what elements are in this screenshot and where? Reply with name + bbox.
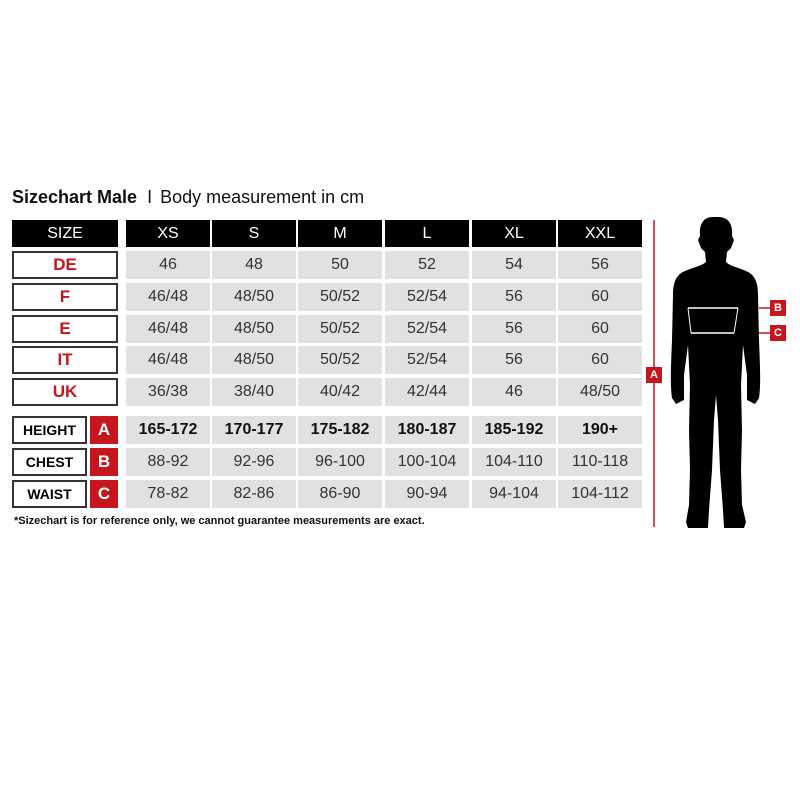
table-cell: 180-187 xyxy=(385,416,469,444)
header-size-label: SIZE xyxy=(12,220,118,247)
chart-title: Sizechart Male I Body measurement in cm xyxy=(12,187,364,208)
row-label-f: F xyxy=(12,283,118,311)
table-cell: 40/42 xyxy=(298,378,382,406)
table-cell: 54 xyxy=(472,251,556,279)
table-cell: 110-118 xyxy=(558,448,642,476)
table-cell: 104-112 xyxy=(558,480,642,508)
table-cell: 48/50 xyxy=(212,346,296,374)
header-size-xxl: XXL xyxy=(558,220,642,247)
marker-a: A xyxy=(646,367,662,383)
badge-c: C xyxy=(90,480,118,508)
table-cell: 100-104 xyxy=(385,448,469,476)
table-cell: 52 xyxy=(385,251,469,279)
table-cell: 50/52 xyxy=(298,346,382,374)
table-cell: 96-100 xyxy=(298,448,382,476)
row-label-waist: WAIST xyxy=(12,480,87,508)
marker-c: C xyxy=(770,325,786,341)
body-silhouette-icon xyxy=(670,217,761,528)
row-label-height: HEIGHT xyxy=(12,416,87,444)
table-cell: 50 xyxy=(298,251,382,279)
table-cell: 88-92 xyxy=(126,448,210,476)
table-cell: 94-104 xyxy=(472,480,556,508)
table-cell: 48 xyxy=(212,251,296,279)
table-cell: 48/50 xyxy=(212,315,296,343)
table-cell: 60 xyxy=(558,283,642,311)
table-cell: 56 xyxy=(472,283,556,311)
header-size-m: M xyxy=(298,220,382,247)
header-size-xl: XL xyxy=(472,220,556,247)
table-cell: 36/38 xyxy=(126,378,210,406)
table-cell: 46/48 xyxy=(126,315,210,343)
table-cell: 60 xyxy=(558,315,642,343)
header-size-l: L xyxy=(385,220,469,247)
table-cell: 42/44 xyxy=(385,378,469,406)
title-main: Sizechart Male xyxy=(12,187,138,207)
table-cell: 56 xyxy=(558,251,642,279)
table-cell: 104-110 xyxy=(472,448,556,476)
table-cell: 56 xyxy=(472,315,556,343)
table-cell: 170-177 xyxy=(212,416,296,444)
table-cell: 46 xyxy=(472,378,556,406)
row-label-it: IT xyxy=(12,346,118,374)
table-cell: 190+ xyxy=(558,416,642,444)
table-cell: 52/54 xyxy=(385,315,469,343)
badge-b: B xyxy=(90,448,118,476)
table-cell: 48/50 xyxy=(558,378,642,406)
table-cell: 78-82 xyxy=(126,480,210,508)
badge-a: A xyxy=(90,416,118,444)
table-cell: 38/40 xyxy=(212,378,296,406)
table-cell: 185-192 xyxy=(472,416,556,444)
table-cell: 46/48 xyxy=(126,283,210,311)
table-cell: 50/52 xyxy=(298,315,382,343)
header-size-xs: XS xyxy=(126,220,210,247)
marker-b: B xyxy=(770,300,786,316)
footnote: *Sizechart is for reference only, we can… xyxy=(14,515,425,527)
table-cell: 165-172 xyxy=(126,416,210,444)
table-cell: 90-94 xyxy=(385,480,469,508)
table-cell: 46/48 xyxy=(126,346,210,374)
table-cell: 52/54 xyxy=(385,283,469,311)
table-cell: 92-96 xyxy=(212,448,296,476)
row-label-e: E xyxy=(12,315,118,343)
table-cell: 175-182 xyxy=(298,416,382,444)
table-cell: 86-90 xyxy=(298,480,382,508)
table-cell: 46 xyxy=(126,251,210,279)
row-label-uk: UK xyxy=(12,378,118,406)
table-cell: 50/52 xyxy=(298,283,382,311)
row-label-chest: CHEST xyxy=(12,448,87,476)
table-cell: 48/50 xyxy=(212,283,296,311)
title-separator: I xyxy=(147,187,153,207)
header-size-s: S xyxy=(212,220,296,247)
table-cell: 52/54 xyxy=(385,346,469,374)
title-subtitle: Body measurement in cm xyxy=(160,187,365,207)
table-cell: 60 xyxy=(558,346,642,374)
table-cell: 56 xyxy=(472,346,556,374)
table-cell: 82-86 xyxy=(212,480,296,508)
row-label-de: DE xyxy=(12,251,118,279)
